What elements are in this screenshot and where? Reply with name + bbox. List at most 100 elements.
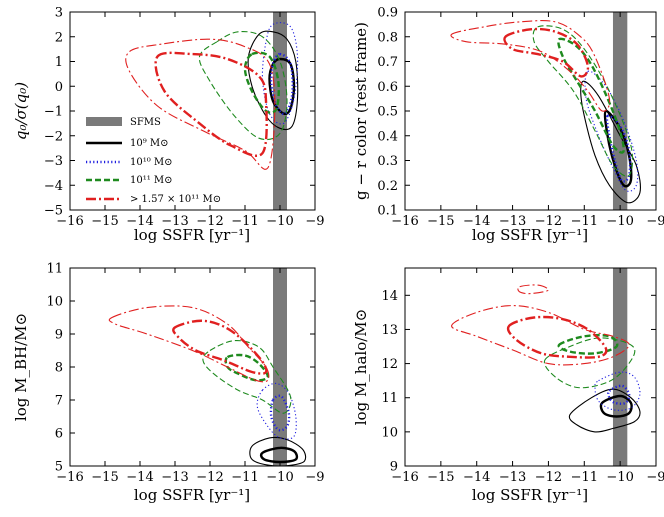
y-axis-label: log M_BH/M⊙ bbox=[12, 313, 30, 421]
x-tick-label: −15 bbox=[427, 470, 454, 485]
x-tick-label: −11 bbox=[231, 214, 258, 229]
contour-series-3-level-1 bbox=[503, 27, 590, 78]
x-tick-label: −12 bbox=[535, 214, 562, 229]
contour-series-0-level-0 bbox=[249, 436, 307, 466]
x-tick-label: −16 bbox=[391, 470, 418, 485]
x-tick-label: −11 bbox=[571, 470, 598, 485]
y-tick-label: 9 bbox=[55, 328, 63, 343]
y-axis-label: log M_halo/M⊙ bbox=[352, 309, 370, 425]
legend-label-1e10: 10¹⁰ M⊙ bbox=[130, 157, 173, 168]
x-tick-label: −14 bbox=[463, 214, 490, 229]
x-axis-label: log SSFR [yr⁻¹] bbox=[472, 486, 588, 504]
x-tick-label: −9 bbox=[305, 470, 324, 485]
tick-group: −16 −15 −14 −13 −12 −11 −10 −9 9 10 11 12 13 14 bbox=[381, 268, 664, 485]
contour-group bbox=[108, 305, 307, 466]
x-tick-label: −10 bbox=[606, 470, 633, 485]
x-tick-label: −9 bbox=[646, 470, 664, 485]
y-tick-label: 5 bbox=[55, 460, 63, 475]
x-tick-label: −15 bbox=[427, 214, 454, 229]
y-tick-label: 10 bbox=[46, 295, 63, 310]
contour-series-2-level-0 bbox=[532, 25, 634, 177]
panel-black-hole-mass: −16 −15 −14 −13 −12 −11 −10 −9 5 6 7 8 9 10 11 log SSF… bbox=[12, 262, 325, 505]
x-axis-label: log SSFR [yr⁻¹] bbox=[472, 226, 588, 244]
x-axis-label: log SSFR [yr⁻¹] bbox=[134, 226, 250, 244]
contour-series-0-level-1 bbox=[259, 446, 299, 464]
y-tick-label: 11 bbox=[46, 262, 63, 277]
y-tick-label: 0 bbox=[55, 80, 63, 95]
y-tick-label: 0.1 bbox=[377, 204, 398, 219]
x-tick-label: −10 bbox=[266, 470, 293, 485]
y-tick-label: −2 bbox=[44, 129, 63, 144]
y-tick-label: 0.5 bbox=[377, 105, 398, 120]
legend-swatch-sfms bbox=[86, 117, 122, 126]
contour-group bbox=[451, 284, 641, 433]
y-tick-label: −5 bbox=[44, 204, 63, 219]
y-tick-label: 0.7 bbox=[377, 55, 398, 70]
plot-frame bbox=[404, 267, 657, 467]
y-tick-label: 0.3 bbox=[377, 154, 398, 169]
x-tick-label: −13 bbox=[161, 214, 188, 229]
x-axis-label: log SSFR [yr⁻¹] bbox=[134, 486, 250, 504]
y-tick-label: −1 bbox=[44, 105, 63, 120]
x-tick-label: −15 bbox=[91, 214, 118, 229]
legend-label-high-mass: > 1.57 × 10¹¹ M⊙ bbox=[130, 194, 221, 205]
x-tick-label: −12 bbox=[196, 214, 223, 229]
contour-series-0-level-1 bbox=[268, 57, 296, 116]
contour-group bbox=[450, 20, 641, 204]
legend-label-1e11: 10¹¹ M⊙ bbox=[130, 175, 173, 186]
y-tick-label: 7 bbox=[55, 394, 63, 409]
contour-series-1-level-0 bbox=[261, 22, 299, 125]
contour-series-0-level-1 bbox=[599, 394, 633, 418]
y-tick-label: 12 bbox=[381, 357, 398, 372]
y-axis-label: g − r color (rest frame) bbox=[352, 22, 370, 200]
contour-series-3-level-1 bbox=[517, 284, 550, 295]
y-tick-label: 11 bbox=[381, 391, 398, 406]
contour-series-2-level-1 bbox=[557, 333, 619, 355]
contour-series-3-level-0 bbox=[450, 20, 611, 112]
contour-group bbox=[125, 22, 299, 170]
x-tick-label: −14 bbox=[463, 470, 490, 485]
contour-series-2-level-0 bbox=[202, 339, 292, 414]
contour-series-2-level-0 bbox=[543, 337, 636, 389]
contour-series-2-level-1 bbox=[557, 37, 625, 154]
y-tick-label: 9 bbox=[390, 460, 398, 475]
x-tick-label: −14 bbox=[126, 470, 153, 485]
sfms-band bbox=[612, 268, 628, 466]
legend-label-1e9: 10⁹ M⊙ bbox=[130, 138, 169, 149]
y-tick-label: −3 bbox=[44, 154, 63, 169]
y-tick-label: 0.9 bbox=[377, 6, 398, 21]
y-tick-label: −4 bbox=[44, 179, 63, 194]
sfms-band bbox=[273, 268, 287, 466]
x-tick-label: −10 bbox=[266, 214, 293, 229]
contour-series-2-level-0 bbox=[198, 30, 288, 141]
y-tick-label: 0.8 bbox=[377, 30, 398, 45]
contour-series-3-level-1 bbox=[154, 51, 268, 157]
panel-halo-mass: −16 −15 −14 −13 −12 −11 −10 −9 9 10 11 12 13 14 log S… bbox=[352, 267, 664, 504]
y-tick-label: 13 bbox=[381, 323, 398, 338]
x-tick-label: −16 bbox=[56, 470, 83, 485]
y-tick-label: 14 bbox=[381, 289, 398, 304]
x-tick-label: −12 bbox=[196, 470, 223, 485]
y-tick-label: 1 bbox=[55, 55, 63, 70]
x-tick-label: −11 bbox=[231, 470, 258, 485]
contour-series-1-level-0 bbox=[256, 382, 297, 440]
contour-series-2-level-1 bbox=[243, 51, 280, 114]
y-tick-label: 2 bbox=[55, 30, 63, 45]
x-tick-label: −10 bbox=[606, 214, 633, 229]
sfms-band bbox=[612, 12, 628, 210]
x-tick-label: −14 bbox=[126, 214, 153, 229]
legend-label-sfms: SFMS bbox=[130, 117, 161, 128]
contour-series-3-level-2 bbox=[506, 315, 608, 359]
legend: SFMS 10⁹ M⊙ 10¹⁰ M⊙ 10¹¹ M⊙ > 1.57 × 10¹… bbox=[86, 117, 221, 205]
x-tick-label: −16 bbox=[56, 214, 83, 229]
y-tick-label: 10 bbox=[381, 425, 398, 440]
x-tick-label: −13 bbox=[499, 214, 526, 229]
x-tick-label: −16 bbox=[391, 214, 418, 229]
contour-series-0-level-0 bbox=[568, 388, 641, 433]
x-tick-label: −9 bbox=[305, 214, 324, 229]
y-axis-label: q₀/σ(q₀) bbox=[12, 82, 30, 140]
x-tick-label: −9 bbox=[646, 214, 664, 229]
contour-series-0-level-0 bbox=[247, 30, 299, 131]
